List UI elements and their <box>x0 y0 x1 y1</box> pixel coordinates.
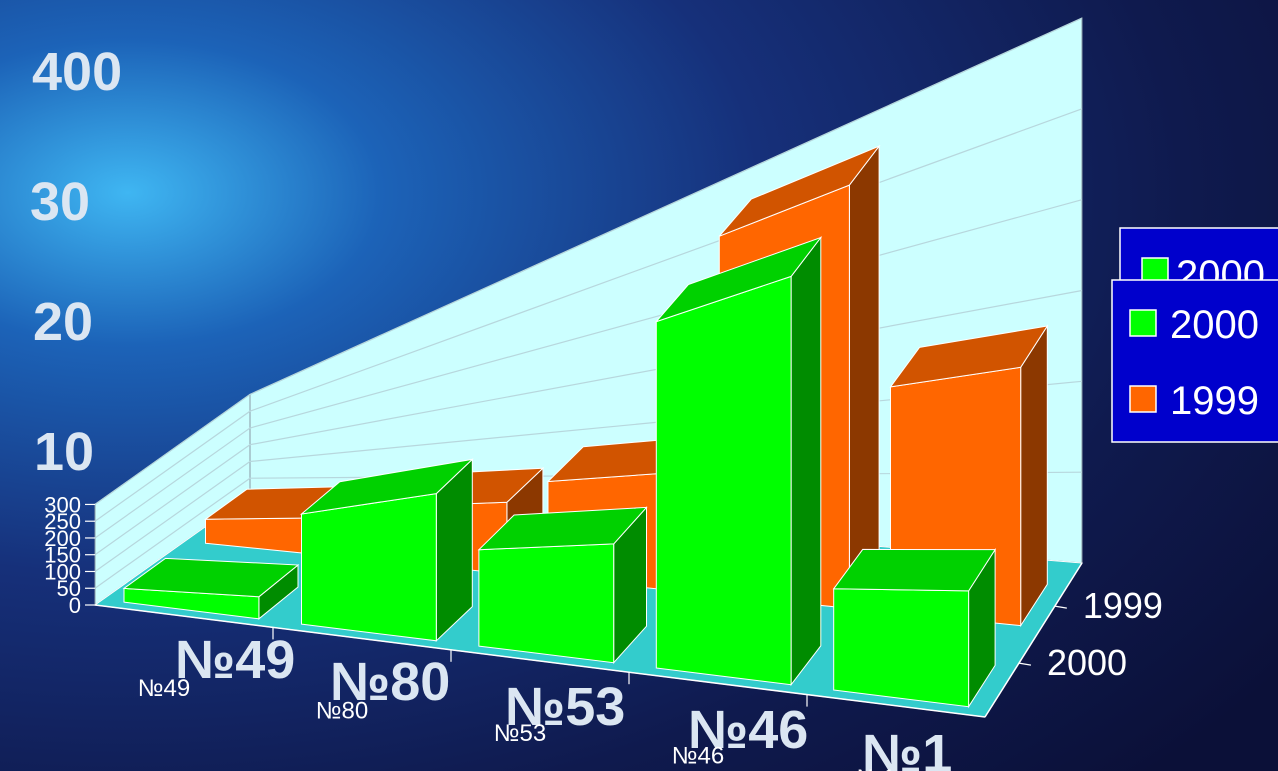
bar-2000-2 <box>299 458 474 642</box>
bar-side <box>790 236 822 687</box>
y-tick-label: 100 <box>44 559 81 584</box>
y-tick-label: 150 <box>44 543 81 568</box>
ghost-x-label: №46 <box>688 700 808 760</box>
legend-box <box>1111 279 1278 443</box>
bar-front <box>655 275 792 686</box>
bar-side <box>1020 324 1048 628</box>
ghost-y-tick: 10 <box>34 422 94 482</box>
y-tick-label: 300 <box>44 492 81 517</box>
legend-label-2000: 2000 <box>1170 303 1259 347</box>
ghost-x-label: №49 <box>175 630 295 690</box>
x-category-label: №1 <box>856 765 895 771</box>
ghost-x-label: №80 <box>330 652 450 712</box>
y-tick-label: 200 <box>44 526 81 551</box>
legend-swatch-2000 <box>1129 309 1157 337</box>
gridline <box>94 17 1083 505</box>
bar-top <box>889 325 1049 388</box>
chart-bars <box>122 144 1049 709</box>
ghost-x-label: №1 <box>862 724 952 771</box>
bar-front <box>301 493 437 642</box>
legend-swatch-1999 <box>1129 385 1157 413</box>
ghost-y-tick: 20 <box>33 292 93 352</box>
depth-tick-mark <box>1054 605 1067 609</box>
bar-2000-3 <box>477 506 648 665</box>
legend-label-1999: 1999 <box>1170 379 1259 423</box>
bar-top <box>654 236 823 323</box>
depth-axis-line <box>984 562 1083 718</box>
bar-top <box>477 506 648 551</box>
bar-top <box>299 458 474 515</box>
y-tick-label: 0 <box>69 593 81 618</box>
depth-label-2000: 2000 <box>1047 642 1127 683</box>
bar-top <box>718 145 881 237</box>
x-category-label: №80 <box>316 698 368 725</box>
ghost-layer: 400 30 20 10 №49 №80 №53 №46 №1 <box>30 42 952 771</box>
ghost-y-tick: 400 <box>32 42 122 102</box>
x-axis-line <box>94 604 986 718</box>
bar-2000-1 <box>122 557 300 620</box>
x-category-label: №53 <box>494 720 546 747</box>
bar-side <box>848 144 880 610</box>
x-category-label: №49 <box>138 675 190 702</box>
depth-label-1999: 1999 <box>1083 585 1163 626</box>
bar-top <box>832 548 997 592</box>
ghost-y-tick: 30 <box>30 172 90 232</box>
depth-tick-mark <box>1018 662 1032 666</box>
x-category-label: №46 <box>672 742 724 769</box>
bar-2000-5 <box>832 547 997 709</box>
y-tick-label: 50 <box>57 576 81 601</box>
y-tick-label: 250 <box>44 509 81 534</box>
bar-front <box>478 543 615 664</box>
bar-top <box>122 557 300 598</box>
bar-2000-4 <box>654 236 823 687</box>
ghost-x-label: №53 <box>505 677 625 737</box>
bar-front <box>833 588 970 708</box>
